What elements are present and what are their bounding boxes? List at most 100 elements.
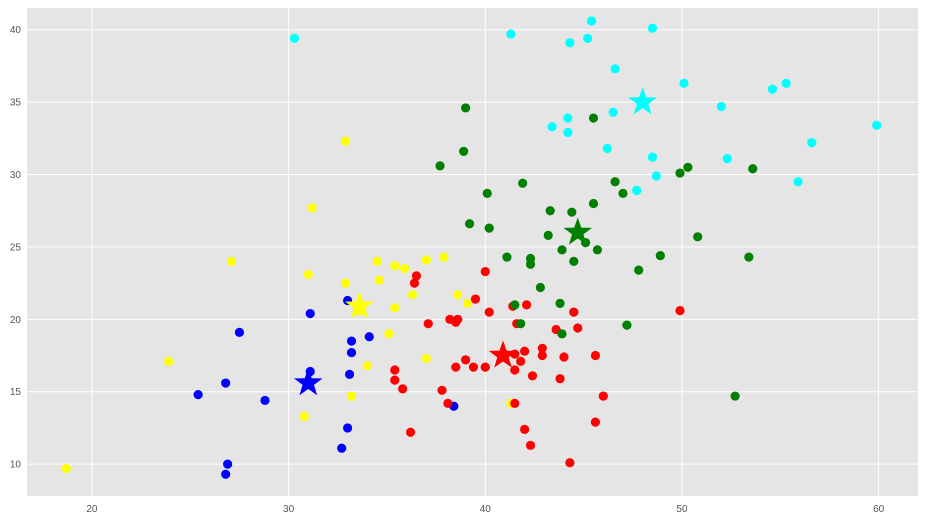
- data-point: [390, 261, 400, 271]
- data-point: [343, 423, 353, 433]
- data-point: [435, 161, 445, 171]
- data-point: [608, 107, 618, 117]
- data-point: [793, 177, 803, 187]
- data-point: [610, 64, 620, 74]
- centroid-markers: [294, 87, 657, 396]
- data-point: [582, 33, 593, 44]
- y-tick-label: 35: [10, 98, 22, 109]
- data-point: [543, 230, 553, 240]
- data-point: [598, 391, 608, 401]
- data-point: [461, 355, 471, 365]
- data-point: [459, 146, 469, 156]
- y-tick-label: 25: [10, 242, 22, 253]
- data-point: [506, 29, 516, 39]
- data-point: [451, 362, 461, 372]
- data-point: [482, 188, 492, 198]
- data-point: [651, 171, 662, 181]
- data-points: [61, 16, 882, 479]
- data-point: [337, 443, 347, 453]
- data-point: [655, 251, 665, 261]
- data-point: [453, 314, 463, 324]
- data-point: [411, 271, 422, 281]
- centroid-star: [488, 340, 518, 368]
- data-point: [480, 266, 490, 277]
- y-tick-label: 15: [10, 387, 22, 398]
- data-point: [588, 113, 599, 123]
- data-point: [421, 255, 431, 265]
- data-point: [537, 350, 547, 361]
- data-point: [521, 300, 532, 310]
- data-point: [423, 319, 433, 329]
- data-point: [520, 346, 530, 356]
- data-point: [610, 177, 620, 187]
- data-point: [555, 298, 565, 309]
- data-point: [470, 294, 481, 304]
- data-point: [484, 223, 494, 233]
- data-point: [807, 138, 817, 148]
- data-point: [516, 319, 526, 329]
- data-point: [527, 371, 538, 381]
- data-point: [462, 298, 473, 309]
- data-point: [683, 162, 693, 172]
- data-point: [563, 127, 573, 138]
- data-point: [675, 168, 685, 178]
- data-point: [307, 203, 317, 213]
- data-point: [346, 336, 357, 346]
- data-point: [767, 84, 778, 94]
- data-point: [516, 356, 526, 366]
- data-point: [221, 469, 231, 479]
- data-point: [647, 152, 658, 162]
- data-point: [567, 207, 577, 217]
- centroid-star: [294, 368, 323, 396]
- data-point: [464, 219, 475, 229]
- data-point: [722, 153, 732, 164]
- data-point: [409, 278, 420, 288]
- data-point: [234, 327, 245, 337]
- y-axis-tick-labels: 10 15 20 25 30 35 40: [10, 25, 22, 470]
- data-point: [223, 459, 233, 469]
- data-point: [390, 303, 400, 313]
- data-point: [468, 362, 479, 372]
- data-point: [289, 33, 300, 44]
- data-point: [557, 329, 567, 339]
- data-point: [405, 427, 416, 437]
- x-tick-label: 60: [873, 504, 885, 515]
- data-point: [525, 440, 536, 450]
- x-tick-label: 40: [480, 504, 492, 515]
- data-point: [362, 361, 372, 371]
- data-point: [344, 369, 355, 379]
- x-tick-label: 50: [676, 504, 688, 515]
- data-point: [384, 329, 394, 339]
- data-point: [557, 245, 567, 255]
- data-point: [555, 374, 565, 384]
- data-point: [372, 256, 382, 267]
- data-point: [622, 320, 632, 330]
- data-point: [559, 352, 569, 362]
- data-point: [535, 282, 545, 293]
- data-point: [525, 259, 536, 269]
- data-point: [565, 458, 575, 468]
- data-point: [346, 391, 357, 401]
- data-point: [748, 164, 758, 174]
- data-point: [398, 384, 408, 394]
- centroid-star: [628, 87, 657, 115]
- grid-lines: [27, 8, 918, 496]
- data-point: [675, 306, 685, 316]
- data-point: [537, 343, 547, 353]
- data-point: [164, 356, 174, 366]
- y-tick-label: 10: [10, 460, 22, 471]
- y-tick-label: 30: [10, 170, 22, 181]
- data-point: [569, 256, 579, 267]
- data-point: [341, 136, 351, 146]
- data-point: [510, 365, 520, 375]
- y-tick-label: 20: [10, 315, 22, 326]
- data-point: [305, 308, 315, 319]
- data-point: [510, 300, 520, 310]
- data-point: [502, 252, 512, 262]
- x-tick-label: 30: [283, 504, 295, 515]
- data-point: [590, 417, 601, 427]
- data-point: [781, 78, 791, 88]
- data-point: [374, 275, 384, 285]
- data-point: [618, 188, 628, 198]
